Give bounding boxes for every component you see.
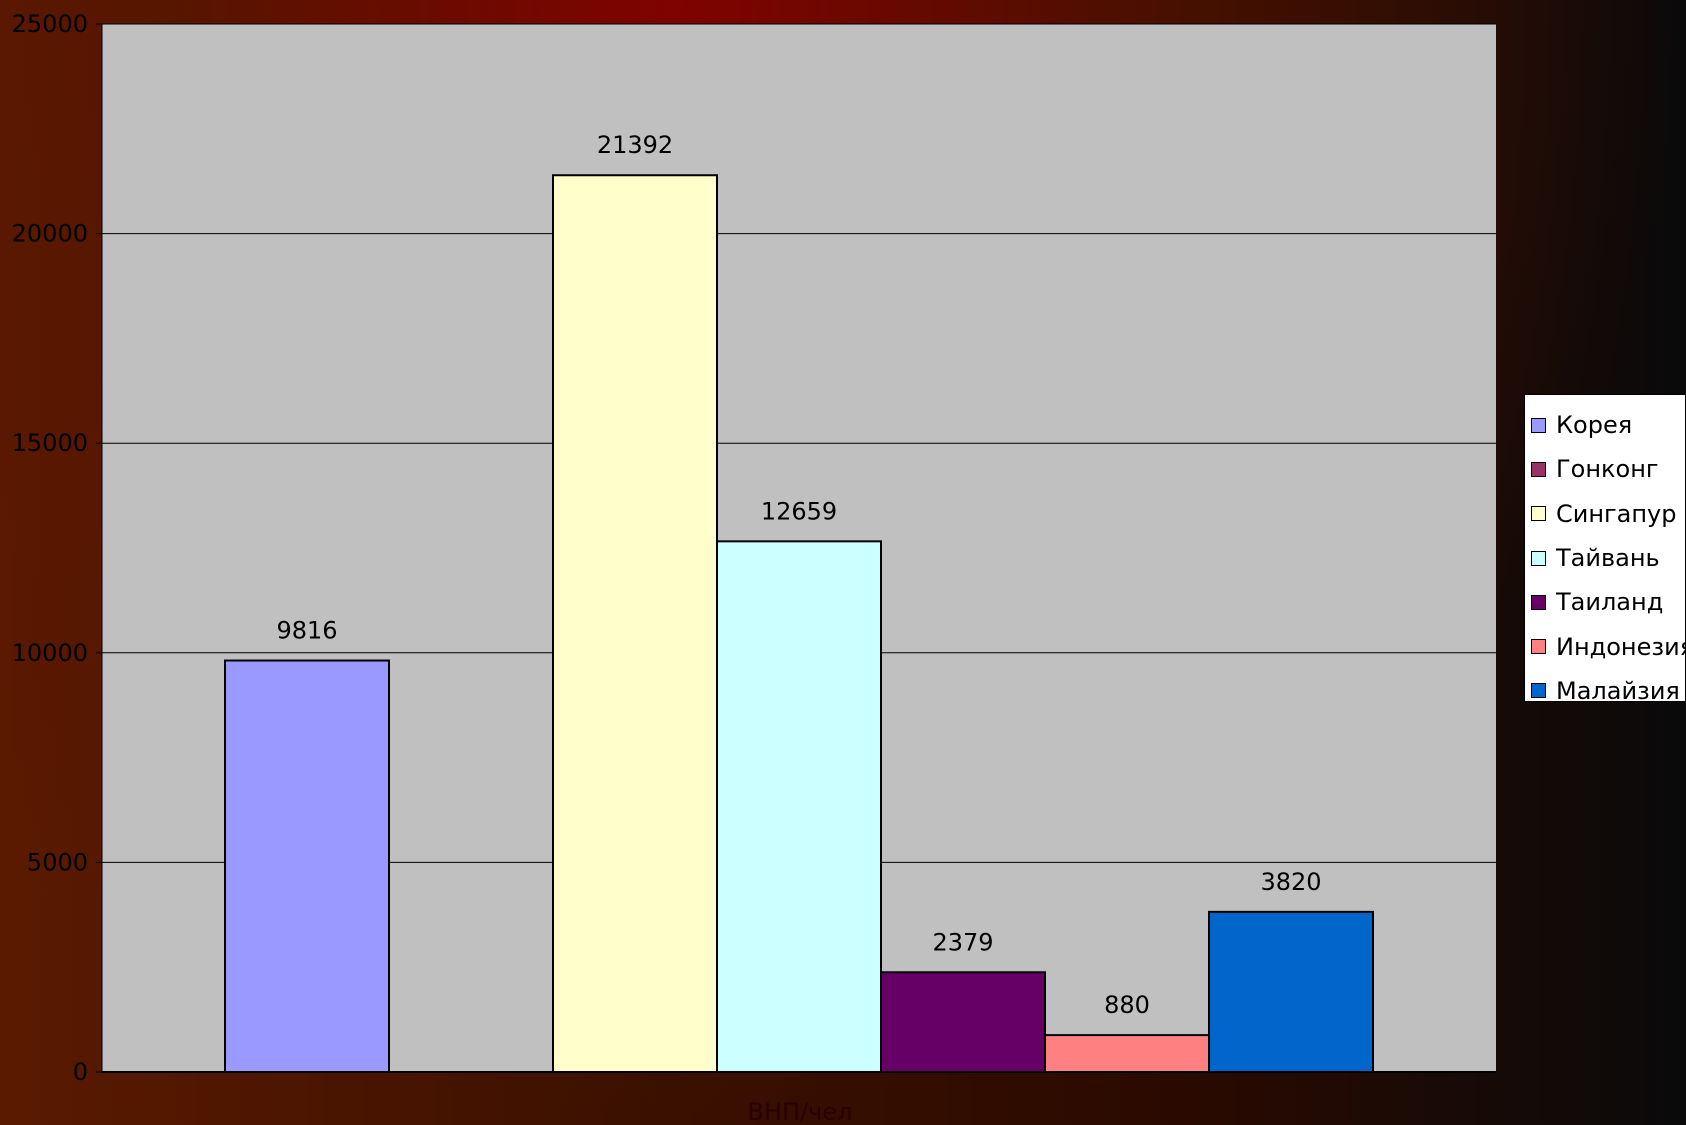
- bar-2: [552, 174, 718, 1073]
- data-label-0: 9816: [276, 617, 337, 645]
- legend-label: Индонезия: [1556, 632, 1686, 661]
- legend-label: Сингапур: [1556, 499, 1677, 528]
- y-tick-label: 25000: [12, 10, 88, 38]
- legend-swatch: [1531, 417, 1546, 433]
- x-axis-title: ВНП/чел: [748, 1098, 853, 1125]
- y-tick-label: 10000: [12, 639, 88, 667]
- legend-swatch: [1531, 639, 1546, 655]
- legend-label: Таиланд: [1556, 588, 1664, 617]
- legend-label: Гонконг: [1556, 455, 1659, 484]
- bars: [224, 174, 1374, 1074]
- legend-label: Малайзия: [1556, 676, 1680, 702]
- legend-item: Малайзия: [1531, 669, 1685, 702]
- bar-6: [1208, 910, 1374, 1073]
- legend-item: Гонконг: [1531, 447, 1685, 491]
- value-labels: 9816 21392 12659 2379 880 3820: [276, 131, 1321, 1019]
- legend-swatch: [1531, 683, 1546, 699]
- bar-0: [224, 659, 390, 1074]
- y-tick-label: 20000: [12, 220, 88, 248]
- y-axis-ticks: 0 5000 10000 15000 20000 25000: [12, 10, 102, 1086]
- bar-5: [1044, 1034, 1210, 1073]
- data-label-2: 21392: [597, 131, 673, 159]
- data-label-4: 2379: [932, 928, 993, 956]
- y-tick-label: 15000: [12, 429, 88, 457]
- data-label-5: 880: [1104, 991, 1150, 1019]
- legend-swatch: [1531, 461, 1546, 477]
- legend-label: Корея: [1556, 411, 1633, 440]
- legend-item: Индонезия: [1531, 624, 1685, 668]
- legend-item: Тайвань: [1531, 536, 1685, 580]
- legend-item: Сингапур: [1531, 492, 1685, 536]
- bar-4: [880, 971, 1046, 1074]
- legend-item: Таиланд: [1531, 580, 1685, 624]
- legend-swatch: [1531, 594, 1546, 610]
- legend-swatch: [1531, 550, 1546, 566]
- y-tick-label: 0: [73, 1058, 88, 1086]
- data-label-6: 3820: [1260, 868, 1321, 896]
- legend-label: Тайвань: [1556, 544, 1660, 573]
- legend: Корея Гонконг Сингапур Тайвань Таиланд Индоне…: [1524, 394, 1686, 702]
- bar-3: [716, 540, 882, 1073]
- data-label-3: 12659: [761, 497, 837, 525]
- legend-swatch: [1531, 506, 1546, 522]
- legend-item: Корея: [1531, 403, 1685, 447]
- y-tick-label: 5000: [27, 848, 88, 876]
